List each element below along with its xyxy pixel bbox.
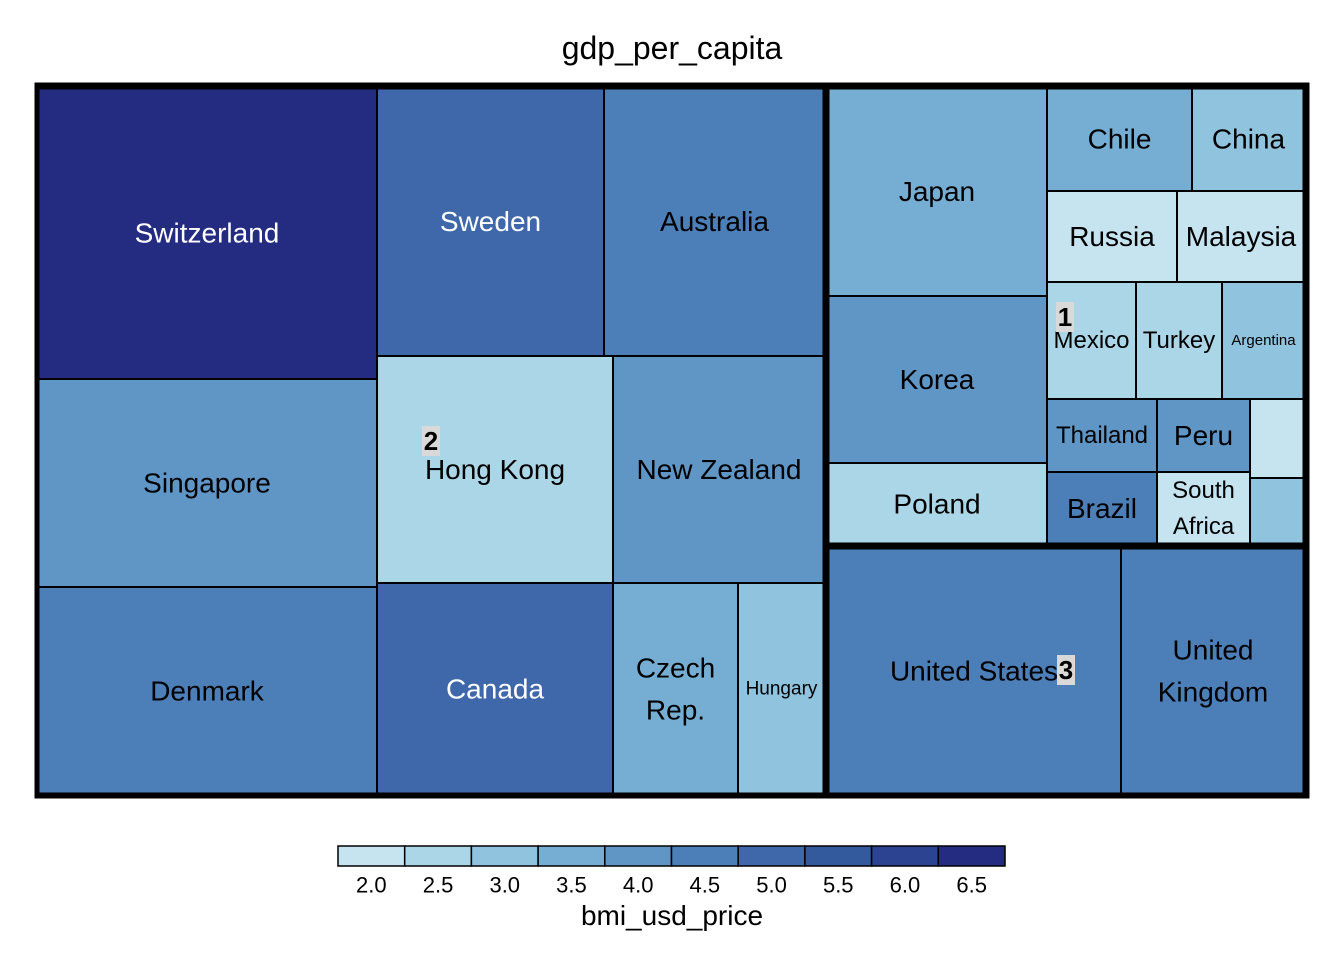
cell-label-china: China xyxy=(1212,124,1286,155)
cell-label-malaysia: Malaysia xyxy=(1186,221,1297,252)
cell-japan xyxy=(826,86,1048,297)
cell-label-singapore: Singapore xyxy=(143,468,271,499)
cell-south-africa xyxy=(1156,471,1251,546)
cell-sweden xyxy=(376,86,605,357)
cell-label-sweden: Sweden xyxy=(440,206,541,237)
cell-label-united-kingdom: United Kingdom xyxy=(1158,635,1269,708)
cell-label-south-africa: South Africa xyxy=(1172,477,1235,540)
treemap-cells: Switzerland Singapore Denmark Sweden Austral… xyxy=(36,86,1306,796)
cell-unlabeled-25 xyxy=(1249,477,1306,546)
cell-peru xyxy=(1156,398,1251,473)
cell-united-kingdom xyxy=(1120,546,1306,796)
cell-chile xyxy=(1046,86,1193,192)
cell-korea xyxy=(826,295,1048,464)
group-badge-bg-3 xyxy=(1057,655,1075,685)
cell-label-russia: Russia xyxy=(1069,221,1155,252)
legend-tick-4-5: 4.5 xyxy=(690,873,721,898)
legend-tick-2-5: 2.5 xyxy=(423,873,454,898)
cell-label-thailand: Thailand xyxy=(1056,422,1148,449)
legend-swatch-6 xyxy=(737,845,806,867)
cell-brazil xyxy=(1046,471,1158,546)
legend-title: bmi_usd_price xyxy=(580,900,764,931)
cell-canada xyxy=(376,582,614,796)
cell-poland xyxy=(826,462,1048,546)
legend-swatch-9 xyxy=(937,845,1006,867)
cell-new-zealand xyxy=(612,355,826,584)
cell-label-japan: Japan xyxy=(899,176,975,207)
cell-label-korea: Korea xyxy=(900,364,975,395)
group-badge-1: 1 xyxy=(1058,302,1072,332)
cell-label-chile: Chile xyxy=(1088,124,1152,155)
group-badge-2: 2 xyxy=(424,426,438,456)
legend-tick-3-0: 3.0 xyxy=(489,873,520,898)
legend-tick-6-0: 6.0 xyxy=(890,873,921,898)
legend-tick-5-5: 5.5 xyxy=(823,873,854,898)
legend-swatch-5 xyxy=(670,845,739,867)
cell-label-hong-kong: Hong Kong xyxy=(425,454,565,485)
cell-russia xyxy=(1046,190,1178,283)
cell-label-new-zealand: New Zealand xyxy=(637,454,802,485)
group-badge-3: 3 xyxy=(1059,655,1073,685)
cell-singapore xyxy=(36,378,378,588)
legend-tick-6-5: 6.5 xyxy=(956,873,987,898)
cell-hungary xyxy=(737,582,826,796)
cell-label-canada: Canada xyxy=(446,674,545,705)
cell-label-denmark: Denmark xyxy=(150,676,265,707)
color-legend: 2.0 2.5 3.0 3.5 4.0 4.5 5.0 5.5 6.0 6.5 xyxy=(337,845,1006,898)
cell-label-australia: Australia xyxy=(660,206,769,237)
cell-label-argentina: Argentina xyxy=(1231,332,1296,349)
cell-argentina xyxy=(1221,281,1306,400)
cell-switzerland xyxy=(36,86,378,380)
legend-tick-2-0: 2.0 xyxy=(356,873,387,898)
legend-tick-5-0: 5.0 xyxy=(756,873,787,898)
legend-tick-3-5: 3.5 xyxy=(556,873,587,898)
cell-label-united-states: United States xyxy=(890,656,1058,687)
cell-denmark xyxy=(36,586,378,796)
legend-swatch-3 xyxy=(537,845,606,867)
legend-swatch-7 xyxy=(804,845,873,867)
legend-swatch-1 xyxy=(403,845,473,867)
cell-label-hungary: Hungary xyxy=(746,679,818,700)
cell-label-switzerland: Switzerland xyxy=(135,218,280,249)
group-badge-bg-2 xyxy=(422,426,440,456)
cell-china xyxy=(1191,86,1306,192)
legend-swatch-2 xyxy=(470,845,539,867)
legend-swatch-0 xyxy=(337,845,406,867)
cell-czech-rep xyxy=(612,582,739,796)
group-badge-bg-1 xyxy=(1056,302,1074,332)
cell-label-peru: Peru xyxy=(1174,420,1233,451)
legend-swatch-8 xyxy=(870,845,940,867)
cell-label-czech-rep: Czech Rep. xyxy=(636,653,715,726)
cell-label-turkey: Turkey xyxy=(1143,327,1215,354)
chart-title: gdp_per_capita xyxy=(561,30,783,66)
cell-unlabeled-24 xyxy=(1249,398,1306,479)
cell-malaysia xyxy=(1176,190,1306,283)
legend-tick-4-0: 4.0 xyxy=(623,873,654,898)
cell-thailand xyxy=(1046,398,1158,473)
cell-label-brazil: Brazil xyxy=(1067,493,1137,524)
legend-swatch-4 xyxy=(604,845,673,867)
plot-frame xyxy=(34,82,1310,799)
cell-label-poland: Poland xyxy=(893,489,980,520)
cell-turkey xyxy=(1135,281,1223,400)
